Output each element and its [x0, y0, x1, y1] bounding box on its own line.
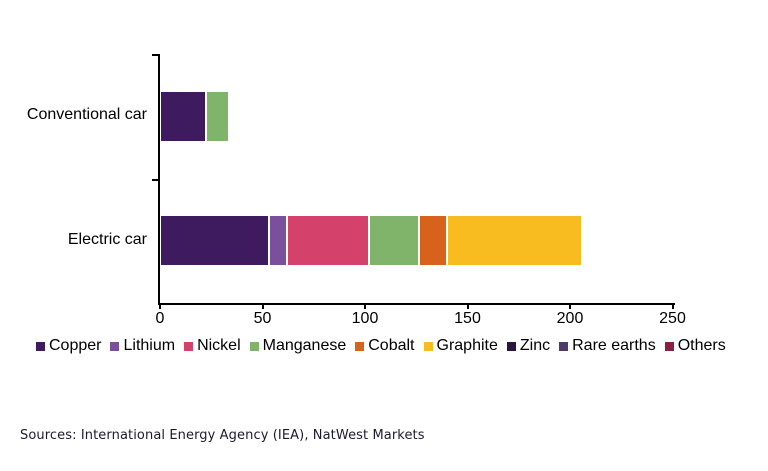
legend-item-cobalt: Cobalt [355, 337, 415, 355]
category-label-conventional-car: Conventional car [26, 106, 147, 124]
x-axis-tick-label: 100 [351, 310, 379, 327]
legend-swatch-graphite [423, 341, 433, 351]
sources-note: Sources: International Energy Agency (IE… [20, 428, 425, 443]
legend-swatch-rare-earths [559, 341, 569, 351]
legend-label-nickel: Nickel [197, 337, 241, 354]
x-axis-tick [569, 303, 571, 309]
x-axis-tick [261, 303, 264, 309]
x-axis-tick [466, 303, 469, 309]
legend-label-lithium: Lithium [123, 337, 176, 354]
x-axis-line [158, 303, 675, 305]
legend-item-lithium: Lithium [110, 337, 175, 355]
legend-swatch-zinc [506, 341, 516, 351]
legend-label-graphite: Graphite [436, 337, 498, 354]
x-axis-tick [671, 303, 674, 309]
legend-label-zinc: Zinc [519, 337, 551, 354]
legend-swatch-copper [36, 341, 45, 351]
legend-swatch-cobalt [355, 341, 365, 351]
bar-segment-electric-car-manganese [370, 216, 419, 266]
legend-label-manganese: Manganese [262, 337, 347, 354]
x-axis-tick-label: 150 [454, 310, 481, 327]
x-axis-tick-label: 50 [253, 310, 272, 327]
x-axis-tick [159, 303, 161, 309]
bar-segment-conventional-car-copper [161, 91, 205, 141]
bar-segment-electric-car-graphite [447, 216, 582, 266]
legend-swatch-nickel [184, 341, 194, 351]
legend-label-copper: Copper [49, 337, 102, 354]
legend-label-rare-earths: Rare earths [572, 337, 656, 354]
legend-item-nickel: Nickel [184, 337, 241, 355]
legend-item-manganese: Manganese [249, 337, 347, 355]
x-axis-tick [364, 303, 366, 309]
bar-segment-electric-car-nickel [288, 216, 369, 266]
bar-segment-electric-car-copper [161, 216, 269, 266]
bar-segment-electric-car-lithium [270, 216, 287, 266]
x-axis-tick-label: 200 [556, 310, 584, 327]
y-axis-tick [152, 54, 158, 56]
legend-item-copper: Copper [36, 337, 101, 355]
legend-item-others: Others [664, 337, 726, 355]
x-axis-tick-label: 0 [155, 310, 165, 327]
y-axis-tick [152, 178, 158, 181]
y-axis-line [158, 54, 160, 303]
category-label-electric-car: Electric car [67, 230, 147, 248]
bar-segment-conventional-car-manganese [206, 91, 228, 141]
legend-item-zinc: Zinc [506, 337, 551, 355]
legend-label-others: Others [677, 337, 726, 354]
legend-item-graphite: Graphite [423, 337, 498, 355]
bar-segment-electric-car-cobalt [420, 216, 446, 266]
legend-swatch-manganese [249, 341, 259, 351]
legend-swatch-others [664, 341, 674, 351]
legend-swatch-lithium [110, 341, 120, 351]
legend-item-rare-earths: Rare earths [559, 337, 656, 355]
chart-legend: Copper Lithium Nickel Manganese Cobalt Graphi… [36, 337, 758, 355]
legend-label-cobalt: Cobalt [368, 337, 415, 354]
x-axis-tick-label: 250 [659, 310, 686, 327]
